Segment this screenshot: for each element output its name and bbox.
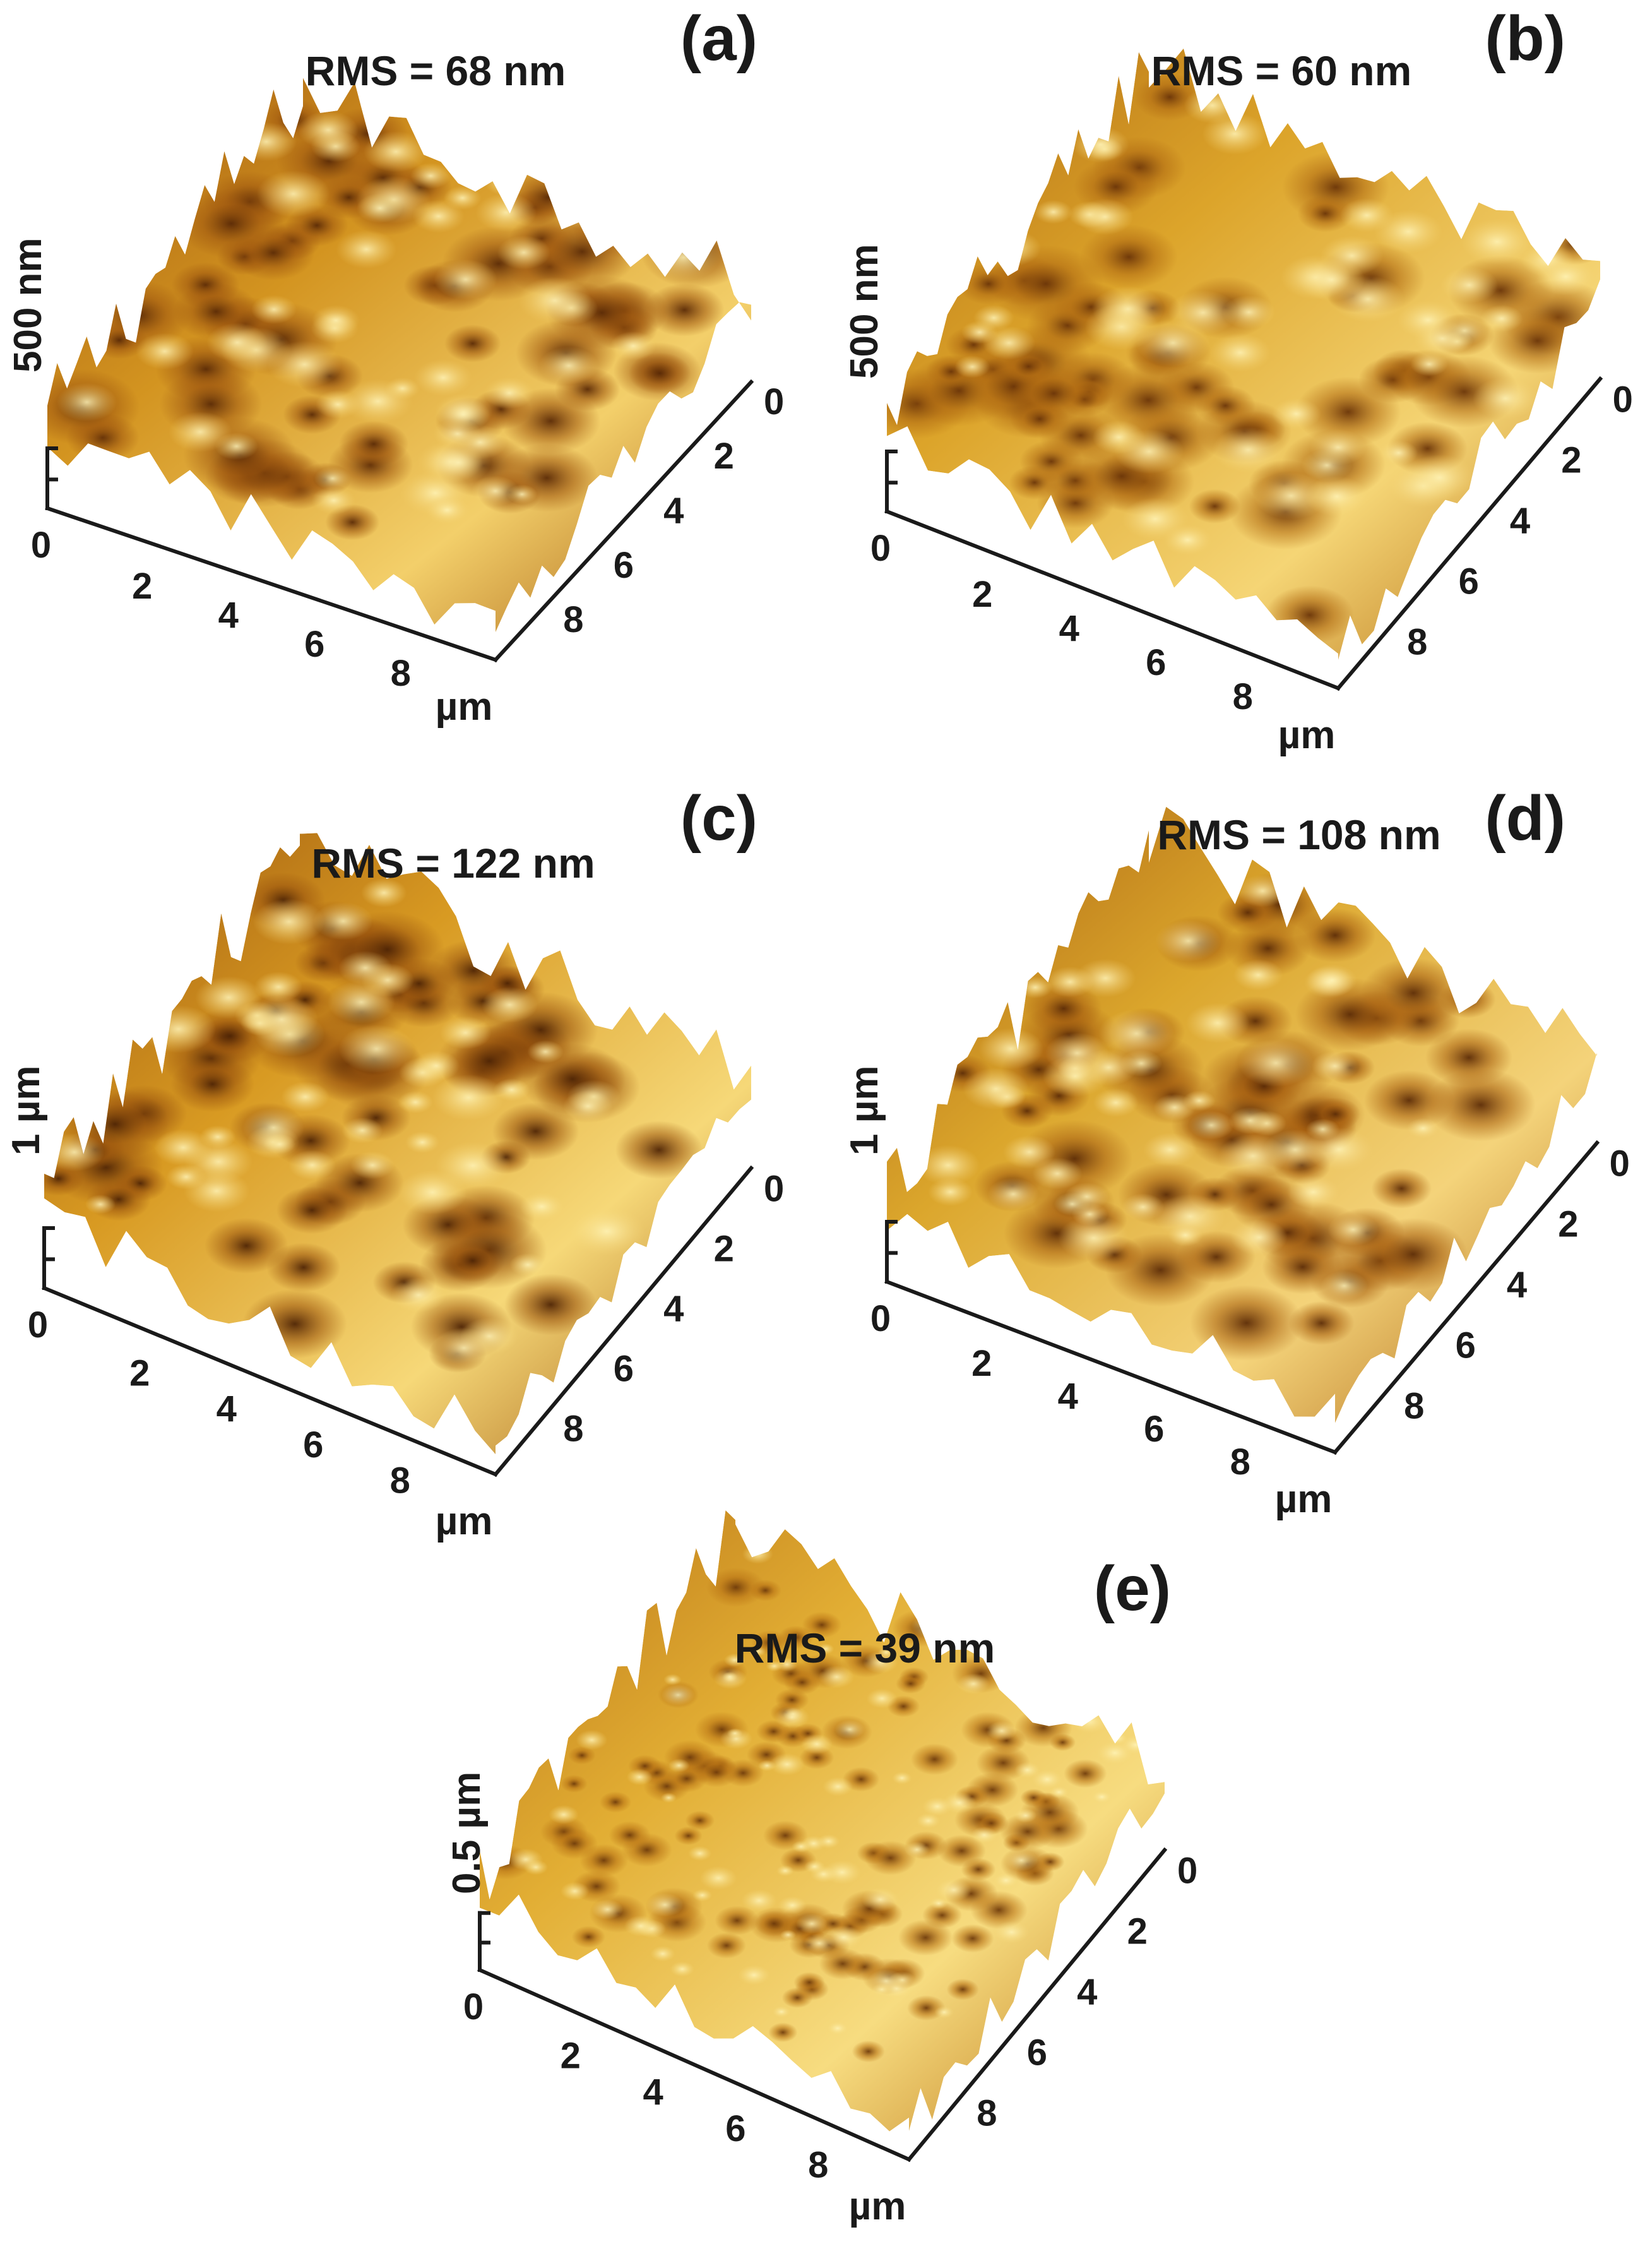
y-tick-label: 2 (1558, 1204, 1578, 1245)
rms-value: RMS = 122 nm (311, 840, 595, 886)
panel-label: (b) (1485, 3, 1565, 74)
x-axis-line (884, 1279, 1338, 1455)
panel-label: (d) (1485, 783, 1565, 854)
y-tick-label: 8 (563, 599, 583, 640)
y-tick-label: 8 (977, 2093, 997, 2134)
y-tick-label: 0 (1613, 379, 1633, 420)
x-axis-line (45, 506, 498, 662)
panel-label: (e) (1094, 1553, 1171, 1624)
rms-value: RMS = 108 nm (1157, 811, 1440, 858)
y-axis-line (906, 1847, 1168, 2163)
y-tick-label: 6 (614, 1349, 634, 1390)
x-tick-label: 2 (561, 2036, 581, 2077)
y-tick-label: 6 (1456, 1325, 1476, 1366)
x-tick-label: 2 (132, 566, 152, 607)
x-tick-label: 8 (1230, 1441, 1250, 1483)
y-tick-label: 6 (1027, 2032, 1047, 2074)
axis-unit-label: µm (849, 2185, 906, 2228)
surface-relief-a (47, 78, 751, 633)
x-tick-label: 6 (1146, 642, 1166, 683)
x-tick-label: 4 (1058, 1376, 1078, 1417)
rms-value: RMS = 60 nm (1151, 47, 1412, 94)
y-tick-label: 6 (614, 545, 634, 586)
x-tick-label: 8 (808, 2145, 828, 2186)
y-tick-label: 8 (563, 1409, 583, 1450)
axis-unit-label: µm (436, 1500, 493, 1543)
x-tick-label: 8 (391, 653, 411, 694)
axis-unit-label: µm (1275, 1477, 1333, 1521)
rms-value: RMS = 39 nm (735, 1625, 995, 1671)
x-tick-label: 2 (971, 1343, 992, 1384)
surface-relief-e (480, 1510, 1165, 2132)
x-tick-label: 2 (129, 1352, 150, 1394)
y-tick-label: 2 (1561, 440, 1581, 481)
y-tick-label: 4 (1077, 1972, 1097, 2013)
x-axis-line (884, 509, 1341, 691)
y-tick-label: 0 (764, 381, 784, 422)
x-tick-label: 0 (31, 525, 51, 566)
x-axis-line (42, 1286, 498, 1477)
z-scale-label: 500 nm (843, 244, 886, 379)
x-tick-label: 6 (304, 624, 324, 665)
y-axis-line (1332, 1140, 1600, 1455)
x-tick-label: 4 (217, 1388, 237, 1429)
y-axis-line (492, 379, 754, 663)
x-tick-label: 4 (218, 595, 239, 636)
panel-label: (a) (680, 3, 757, 74)
y-tick-label: 0 (1610, 1143, 1630, 1184)
y-tick-label: 8 (1407, 622, 1427, 663)
x-tick-label: 4 (1059, 608, 1079, 649)
y-axis-line (1335, 376, 1603, 691)
y-axis-line (492, 1165, 754, 1477)
y-tick-label: 2 (714, 1228, 734, 1269)
x-axis-line (477, 1967, 912, 2162)
x-tick-label: 0 (28, 1304, 48, 1346)
y-tick-label: 4 (1510, 501, 1530, 542)
x-tick-label: 4 (643, 2072, 663, 2113)
axis-unit-label: µm (436, 685, 493, 729)
z-scale-label: 500 nm (6, 237, 50, 373)
x-tick-label: 8 (390, 1460, 410, 1501)
surface-relief-b (887, 48, 1600, 660)
y-tick-label: 2 (1127, 1911, 1148, 1952)
y-tick-label: 4 (663, 1289, 684, 1330)
z-scale-label: 0.5 µm (445, 1772, 489, 1894)
x-tick-label: 0 (870, 528, 891, 569)
y-tick-label: 0 (1177, 1850, 1197, 1891)
y-tick-label: 8 (1404, 1386, 1424, 1427)
x-tick-label: 6 (1144, 1409, 1164, 1450)
y-tick-label: 0 (764, 1168, 784, 1209)
x-tick-label: 8 (1233, 676, 1253, 717)
y-tick-label: 4 (663, 491, 684, 532)
x-tick-label: 6 (725, 2108, 745, 2149)
z-scale-label: 1 µm (843, 1065, 886, 1155)
x-tick-label: 2 (972, 574, 992, 615)
y-tick-label: 4 (1507, 1265, 1527, 1306)
z-scale-label: 1 µm (4, 1065, 48, 1155)
x-tick-label: 6 (303, 1424, 323, 1465)
x-tick-label: 0 (463, 1986, 484, 2027)
x-tick-label: 0 (870, 1298, 891, 1339)
surface-relief-c (44, 833, 751, 1455)
surface-relief-d (887, 806, 1597, 1423)
y-tick-label: 6 (1459, 561, 1479, 602)
axis-unit-label: µm (1278, 713, 1336, 757)
y-tick-label: 2 (714, 436, 734, 477)
panel-label: (c) (680, 783, 757, 854)
rms-value: RMS = 68 nm (306, 47, 566, 94)
